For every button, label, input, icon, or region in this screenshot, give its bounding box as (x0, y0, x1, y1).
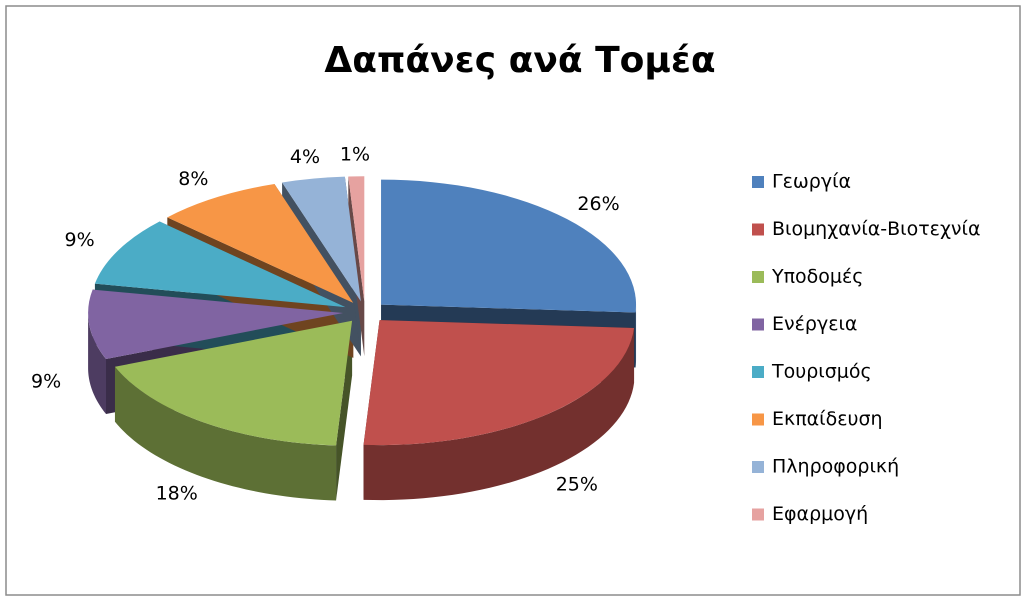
slice-wall (114, 366, 337, 501)
data-label: 9% (31, 370, 61, 392)
legend-label: Πληροφορική (772, 456, 899, 478)
legend-label: Εκπαίδευση (772, 408, 883, 430)
legend-swatch (752, 413, 764, 426)
legend-label: Εφαρμογή (772, 503, 868, 525)
slice (282, 176, 361, 302)
legend-swatch (752, 366, 764, 378)
legend-swatch (752, 318, 764, 331)
data-label: 1% (340, 144, 370, 166)
data-label: 25% (556, 473, 598, 495)
slice (88, 289, 344, 360)
slice (348, 176, 365, 302)
slice-wall (635, 304, 637, 368)
slice (363, 320, 635, 446)
slice (381, 179, 637, 313)
legend-swatch (752, 508, 764, 521)
data-label: 9% (64, 229, 94, 251)
legend-swatch (752, 271, 764, 283)
legend-swatch (752, 223, 764, 236)
slice-wall (88, 313, 107, 415)
slice (94, 221, 346, 308)
legend-label: Βιομηχανία-Βιοτεχνία (772, 218, 980, 240)
data-label: 8% (178, 168, 208, 190)
data-label: 18% (156, 483, 198, 505)
slice (114, 320, 353, 446)
data-label: 4% (290, 146, 320, 168)
legend-swatch (752, 461, 764, 473)
legend-label: Γεωργία (772, 171, 851, 193)
slice (167, 184, 354, 303)
legend-swatch (752, 176, 764, 188)
chart-title: Δαπάνες ανά Τομέα (324, 40, 715, 81)
legend-label: Υποδομές (771, 266, 863, 288)
data-label: 26% (577, 193, 619, 215)
slice-wall (363, 327, 635, 501)
legend-label: Τουρισμός (771, 361, 872, 383)
legend-label: Ενέργεια (772, 313, 857, 335)
